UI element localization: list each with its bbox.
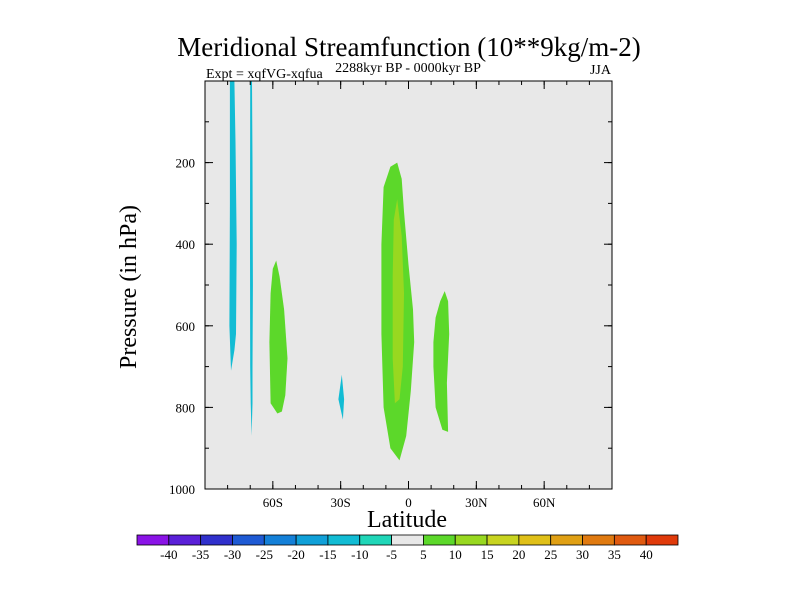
y-axis-label: Pressure (in hPa) (116, 205, 142, 369)
colorbar-swatch (200, 534, 233, 546)
colorbar-swatch (423, 534, 456, 546)
colorbar-swatch (645, 534, 679, 546)
colorbar-swatch (168, 534, 202, 546)
colorbar-label: 25 (544, 547, 557, 562)
x-axis-label: Latitude (367, 507, 447, 533)
colorbar-label: 15 (481, 547, 494, 562)
colorbar-swatch (232, 534, 265, 546)
colorbar-swatch (582, 534, 615, 546)
colorbar-swatch (136, 534, 170, 546)
y-tick-label: 400 (176, 237, 196, 252)
colorbar-swatch (454, 534, 488, 546)
colorbar-swatch (613, 534, 647, 546)
colorbar-label: 10 (449, 547, 462, 562)
plot-area: 60S 30S 0 30N 60N 200 400 600 800 1000 (169, 80, 613, 510)
colorbar-label: -40 (160, 547, 177, 562)
colorbar-label: -25 (256, 547, 273, 562)
y-tick-label: 1000 (169, 482, 195, 497)
colorbar-label: -20 (287, 547, 304, 562)
season-label: JJA (590, 63, 612, 78)
colorbar-label: 5 (420, 547, 427, 562)
experiment-label: Expt = xqfVG-xqfua (206, 67, 324, 82)
colorbar-swatch (391, 534, 424, 546)
colorbar-label: -15 (319, 547, 336, 562)
contour-pos-15N (433, 291, 450, 432)
x-tick-label: 60N (533, 495, 556, 510)
x-tick-label: 0 (405, 495, 412, 510)
contour-neg-spot-30S (338, 374, 345, 420)
x-tick-label: 30S (331, 495, 351, 510)
colorbar-label: -35 (192, 547, 209, 562)
chart-title: Meridional Streamfunction (10**9kg/m-2) (177, 32, 640, 62)
x-tick-label: 30N (465, 495, 488, 510)
colorbar-swatch (486, 534, 520, 546)
colorbar-swatch (518, 534, 552, 546)
period-label: 2288kyr BP - 0000kyr BP (335, 61, 481, 76)
contour-neg-band-75S (229, 81, 237, 371)
colorbar-swatch (327, 534, 361, 546)
colorbar-label: 30 (576, 547, 589, 562)
colorbar-label: 35 (608, 547, 621, 562)
colorbar-label: -30 (224, 547, 241, 562)
colorbar-swatch (359, 534, 392, 546)
y-tick-label: 800 (176, 400, 196, 415)
colorbar-swatch (263, 534, 297, 546)
colorbar-label: 40 (640, 547, 653, 562)
x-tick-label: 60S (263, 495, 283, 510)
contour-pos-60S (269, 260, 288, 414)
y-tick-label: 600 (176, 319, 196, 334)
colorbar-label: 20 (512, 547, 525, 562)
y-tick-label: 200 (176, 156, 196, 171)
contour-neg-band-70S (250, 81, 253, 436)
colorbar-label: -10 (351, 547, 368, 562)
colorbar-swatch (550, 534, 583, 546)
colorbar: -40 -35 -30 -25 -20 -15 -10 -5 5 10 15 20 25 30 35 40 (136, 534, 679, 562)
contour-pos-equator-core (392, 199, 404, 404)
colorbar-swatch (295, 534, 329, 546)
colorbar-label: -5 (386, 547, 397, 562)
